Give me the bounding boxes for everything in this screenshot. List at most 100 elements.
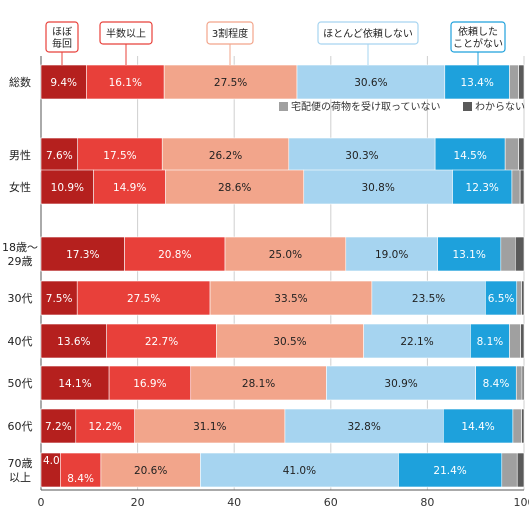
bar-segment bbox=[518, 64, 525, 100]
data-label: 30.9% bbox=[384, 378, 417, 390]
bar-segment bbox=[40, 64, 87, 100]
bar-segment bbox=[86, 64, 165, 100]
data-label: 14.4% bbox=[461, 421, 494, 433]
bar-segment bbox=[76, 280, 211, 316]
bar-segment bbox=[500, 236, 516, 272]
data-label: 22.7% bbox=[145, 336, 178, 348]
bar-segment bbox=[200, 452, 399, 488]
data-label: 8.4% bbox=[67, 473, 94, 485]
data-label: 23.5% bbox=[412, 293, 445, 305]
data-label: 32.8% bbox=[347, 421, 380, 433]
data-label: 14.9% bbox=[113, 182, 146, 194]
data-label: 41.0% bbox=[283, 465, 316, 477]
legend-label: 毎回 bbox=[52, 37, 72, 50]
bar-segment bbox=[504, 137, 519, 173]
data-label: 9.4% bbox=[50, 77, 77, 89]
bar-segment bbox=[106, 323, 217, 359]
legend-label: 依頼した bbox=[458, 25, 498, 38]
category-label: 40代 bbox=[8, 335, 33, 348]
bar-segment bbox=[515, 236, 525, 272]
data-label: 16.1% bbox=[109, 77, 142, 89]
bar-segment bbox=[521, 408, 525, 444]
bar-segment bbox=[519, 169, 525, 205]
bar-segment bbox=[284, 408, 444, 444]
bar-segment bbox=[60, 452, 102, 488]
category-label: 50代 bbox=[8, 377, 33, 390]
bar-segment bbox=[511, 169, 521, 205]
legend-label: 3割程度 bbox=[212, 27, 248, 40]
legend-swatch-unknown bbox=[463, 102, 472, 111]
bar-segment bbox=[134, 408, 286, 444]
bar-segment bbox=[509, 64, 519, 100]
bar-segment bbox=[224, 236, 347, 272]
data-label: 7.2% bbox=[45, 421, 72, 433]
x-tick-label: 80 bbox=[420, 496, 434, 509]
bar-segment bbox=[40, 137, 79, 173]
bar-segment bbox=[512, 408, 522, 444]
bar-segment bbox=[124, 236, 226, 272]
bar-segment bbox=[475, 365, 517, 401]
data-label: 10.9% bbox=[51, 182, 84, 194]
x-tick-label: 60 bbox=[324, 496, 338, 509]
data-label: 8.1% bbox=[477, 336, 504, 348]
bar-segment bbox=[40, 323, 107, 359]
bar-segment bbox=[345, 236, 438, 272]
data-label: 30.5% bbox=[273, 336, 306, 348]
bar-segment bbox=[509, 323, 521, 359]
bar-segment bbox=[520, 323, 525, 359]
data-label: 22.1% bbox=[400, 336, 433, 348]
bar-segment bbox=[470, 323, 510, 359]
bar-segment bbox=[398, 452, 503, 488]
bar-segment bbox=[108, 365, 192, 401]
data-label: 27.5% bbox=[214, 77, 247, 89]
bar-segment bbox=[363, 323, 471, 359]
legend-label: ほぼ bbox=[52, 26, 72, 38]
category-label: 以上 bbox=[9, 471, 31, 484]
data-label: 31.1% bbox=[193, 421, 226, 433]
bar-segment bbox=[40, 169, 94, 205]
bar-segment bbox=[518, 137, 525, 173]
legend-label: 半数以上 bbox=[106, 27, 146, 40]
bar-segment bbox=[93, 169, 166, 205]
bar-segment bbox=[216, 323, 364, 359]
bar-segment bbox=[501, 452, 518, 488]
x-tick-label: 100 bbox=[514, 496, 529, 509]
data-label: 14.5% bbox=[453, 150, 486, 162]
bar-segment bbox=[75, 408, 136, 444]
data-label: 20.8% bbox=[158, 249, 191, 261]
category-label: 総数 bbox=[9, 75, 31, 89]
data-label: 20.6% bbox=[134, 465, 167, 477]
bar-segment bbox=[521, 365, 525, 401]
data-label: 30.8% bbox=[361, 182, 394, 194]
data-label: 17.5% bbox=[103, 150, 136, 162]
data-label: 19.0% bbox=[375, 249, 408, 261]
legend-swatch-not-received bbox=[279, 102, 288, 111]
bar-segment bbox=[516, 452, 525, 488]
data-label: 28.1% bbox=[242, 378, 275, 390]
bar-segment bbox=[303, 169, 453, 205]
bar-segment bbox=[515, 365, 523, 401]
bar-segment bbox=[40, 236, 125, 272]
legend-label-not-received: 宅配便の荷物を受け取っていない bbox=[291, 100, 441, 113]
bar-segment bbox=[40, 365, 110, 401]
bar-segment bbox=[437, 236, 502, 272]
category-label: 女性 bbox=[9, 180, 31, 194]
data-label: 12.3% bbox=[466, 182, 499, 194]
data-label: 8.4% bbox=[483, 378, 510, 390]
data-label: 7.5% bbox=[46, 293, 73, 305]
data-label: 17.3% bbox=[66, 249, 99, 261]
data-label: 7.6% bbox=[46, 150, 73, 162]
data-label: 14.1% bbox=[58, 378, 91, 390]
category-label: 29歳 bbox=[8, 255, 33, 268]
category-label: 70歳 bbox=[8, 457, 33, 470]
bar-segment bbox=[452, 169, 513, 205]
bar-segment bbox=[516, 280, 522, 316]
bar-segment bbox=[161, 137, 290, 173]
data-label: 12.2% bbox=[89, 421, 122, 433]
data-label: 27.5% bbox=[127, 293, 160, 305]
bar-segment bbox=[190, 365, 327, 401]
data-label: 13.1% bbox=[452, 249, 485, 261]
data-label: 28.6% bbox=[218, 182, 251, 194]
data-label: 16.9% bbox=[133, 378, 166, 390]
